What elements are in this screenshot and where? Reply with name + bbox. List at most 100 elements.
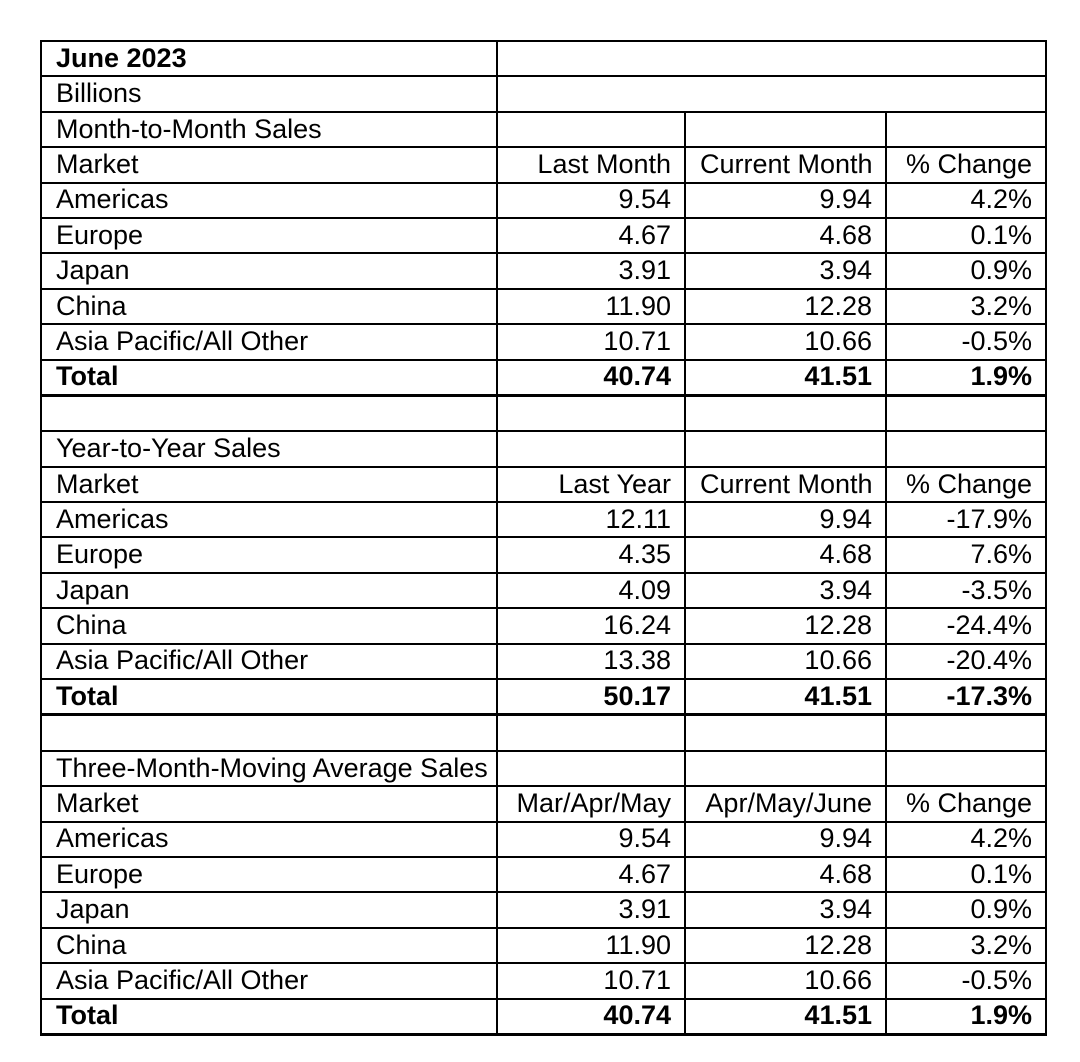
pct-change-header-cell: % Change	[884, 465, 1048, 504]
table-row: Japan 3.91 3.94 0.9%	[40, 891, 1048, 929]
market-cell: Europe	[40, 855, 498, 894]
empty-cell	[684, 749, 887, 788]
section-title-row: Month-to-Month Sales	[40, 110, 1048, 149]
table-row: Asia Pacific/All Other 10.71 10.66 -0.5%	[40, 323, 1048, 361]
empty-cell	[684, 713, 887, 752]
total-row: Total 40.74 41.51 1.9%	[40, 358, 1048, 397]
total-row: Total 50.17 41.51 -17.3%	[40, 678, 1048, 717]
market-cell: Japan	[40, 571, 498, 610]
value-cell: 4.67	[496, 216, 686, 255]
value-cell: 10.71	[496, 962, 686, 1000]
value-cell: 12.11	[496, 501, 686, 539]
table-row: Americas 9.54 9.94 4.2%	[40, 181, 1048, 219]
market-cell: Japan	[40, 891, 498, 929]
empty-cell	[684, 394, 887, 433]
market-cell: Asia Pacific/All Other	[40, 323, 498, 361]
table-row: China 11.90 12.28 3.2%	[40, 287, 1048, 326]
market-header-cell: Market	[40, 146, 498, 184]
value-cell: 9.54	[496, 181, 686, 219]
table-row: Japan 4.09 3.94 -3.5%	[40, 571, 1048, 610]
market-cell: Japan	[40, 252, 498, 290]
value-cell: 4.68	[684, 536, 887, 574]
empty-cell	[884, 430, 1048, 468]
table-row: Americas 12.11 9.94 -17.9%	[40, 501, 1048, 539]
total-pct-change-cell: 1.9%	[884, 997, 1048, 1036]
total-value-cell: 40.74	[496, 358, 686, 397]
table-row: Europe 4.67 4.68 0.1%	[40, 855, 1048, 894]
empty-cell	[496, 394, 686, 433]
value-cell: 4.68	[684, 855, 887, 894]
empty-cell	[884, 110, 1048, 149]
value-header-cell: Last Year	[496, 465, 686, 504]
pct-change-cell: 0.1%	[884, 216, 1048, 255]
spacer-row	[40, 713, 1048, 752]
value-cell: 9.94	[684, 820, 887, 858]
table-row: Asia Pacific/All Other 13.38 10.66 -20.4…	[40, 642, 1048, 681]
empty-cell	[884, 394, 1048, 433]
value-cell: 3.94	[684, 891, 887, 929]
value-cell: 4.35	[496, 536, 686, 574]
empty-cell	[684, 430, 887, 468]
value-cell: 12.28	[684, 926, 887, 965]
empty-cell	[40, 394, 498, 433]
value-cell: 3.94	[684, 252, 887, 290]
empty-cell	[40, 713, 498, 752]
pct-change-cell: -17.9%	[884, 501, 1048, 539]
total-value-cell: 50.17	[496, 678, 686, 717]
section-title-cell: Three-Month-Moving Average Sales	[40, 749, 498, 788]
period-cell: June 2023	[40, 39, 498, 78]
pct-change-cell: 3.2%	[884, 926, 1048, 965]
value-header-cell: Current Month	[684, 465, 887, 504]
table-row: Europe 4.67 4.68 0.1%	[40, 216, 1048, 255]
units-row: Billions	[40, 75, 1048, 113]
empty-cell	[496, 713, 686, 752]
total-pct-change-cell: 1.9%	[884, 358, 1048, 397]
value-header-cell: Apr/May/June	[684, 785, 887, 823]
column-header-row: Market Last Month Current Month % Change	[40, 146, 1048, 184]
total-pct-change-cell: -17.3%	[884, 678, 1048, 717]
value-header-cell: Mar/Apr/May	[496, 785, 686, 823]
period-spacer-cell	[495, 39, 1048, 78]
market-cell: Asia Pacific/All Other	[40, 962, 498, 1000]
value-cell: 4.67	[496, 855, 686, 894]
value-cell: 11.90	[496, 926, 686, 965]
value-cell: 10.66	[684, 323, 887, 361]
total-value-cell: 40.74	[496, 997, 686, 1036]
pct-change-cell: 4.2%	[884, 820, 1048, 858]
section-title-row: Year-to-Year Sales	[40, 430, 1048, 468]
table-row: Europe 4.35 4.68 7.6%	[40, 536, 1048, 574]
section-title-cell: Year-to-Year Sales	[40, 430, 498, 468]
market-cell: Americas	[40, 181, 498, 219]
market-header-cell: Market	[40, 465, 498, 504]
section-title-row: Three-Month-Moving Average Sales	[40, 749, 1048, 788]
pct-change-cell: -0.5%	[884, 962, 1048, 1000]
pct-change-header-cell: % Change	[884, 785, 1048, 823]
value-cell: 3.91	[496, 252, 686, 290]
value-cell: 9.94	[684, 181, 887, 219]
value-cell: 10.66	[684, 962, 887, 1000]
table-row: Americas 9.54 9.94 4.2%	[40, 820, 1048, 858]
pct-change-cell: -0.5%	[884, 323, 1048, 361]
empty-cell	[496, 430, 686, 468]
spacer-row	[40, 394, 1048, 433]
market-cell: China	[40, 926, 498, 965]
total-label-cell: Total	[40, 358, 498, 397]
total-label-cell: Total	[40, 997, 498, 1036]
value-cell: 3.91	[496, 891, 686, 929]
pct-change-cell: 4.2%	[884, 181, 1048, 219]
pct-change-header-cell: % Change	[884, 146, 1048, 184]
market-cell: Americas	[40, 820, 498, 858]
value-cell: 11.90	[496, 287, 686, 326]
value-cell: 9.54	[496, 820, 686, 858]
sales-report-table: June 2023 Billions Month-to-Month Sales …	[40, 39, 1048, 1036]
pct-change-cell: -24.4%	[884, 607, 1048, 645]
sales-report: June 2023 Billions Month-to-Month Sales …	[40, 39, 1048, 1036]
total-value-cell: 41.51	[684, 358, 887, 397]
value-cell: 4.09	[496, 571, 686, 610]
section-title-cell: Month-to-Month Sales	[40, 110, 498, 149]
market-cell: Asia Pacific/All Other	[40, 642, 498, 681]
market-cell: China	[40, 607, 498, 645]
table-row: China 16.24 12.28 -24.4%	[40, 607, 1048, 645]
value-cell: 9.94	[684, 501, 887, 539]
market-cell: China	[40, 287, 498, 326]
